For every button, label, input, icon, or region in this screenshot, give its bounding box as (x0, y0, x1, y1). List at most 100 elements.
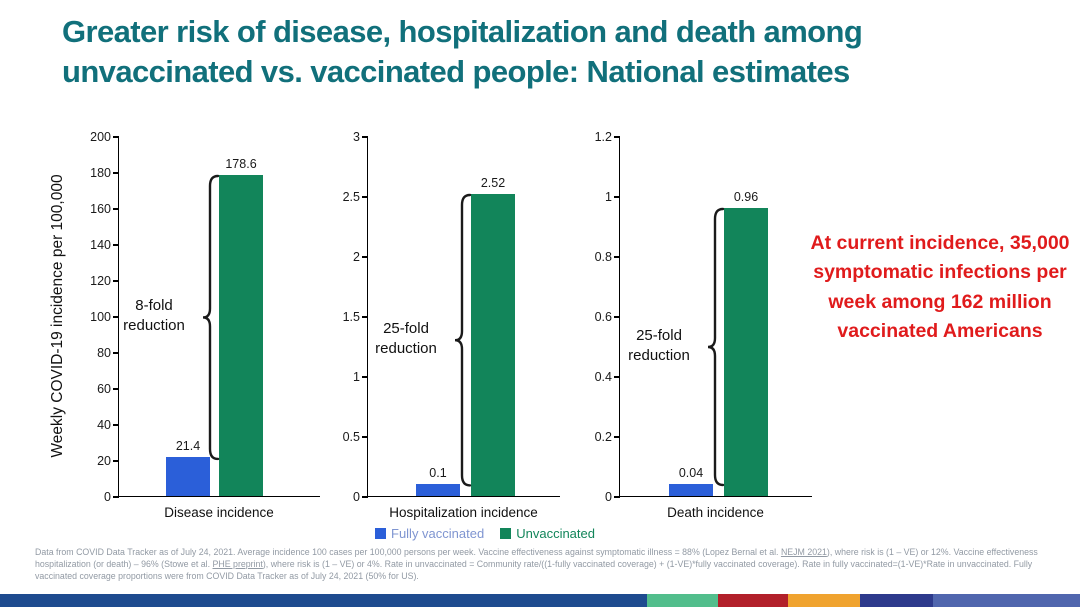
y-tick-mark (362, 256, 368, 258)
legend-label-unvaccinated: Unvaccinated (516, 526, 595, 541)
footnote-text: ), where risk is (1 – VE) or 4%. Rate in… (35, 559, 1033, 582)
y-tick-label: 140 (90, 238, 111, 252)
y-tick-label: 0 (353, 490, 360, 504)
chart-disease-incidence: 0 20 40 60 80 100 120 140 160 180 200 21.4 178.6 8-fo… (90, 130, 320, 504)
chart-legend: Fully vaccinated Unvaccinated (330, 526, 640, 541)
y-tick-mark (614, 436, 620, 438)
bar-value-label: 0.04 (678, 466, 704, 480)
y-tick-label: 180 (90, 166, 111, 180)
y-tick-mark (362, 376, 368, 378)
footnote-text: Data from COVID Data Tracker as of July … (35, 547, 781, 557)
bar-fully-vaccinated (416, 484, 460, 496)
y-tick-label: 0.2 (594, 430, 612, 444)
reduction-annotation: 25-fold reduction (375, 319, 437, 358)
chart-death-incidence: 0 0.2 0.4 0.6 0.8 1 1.2 0.04 0.96 25-fold reducti… (595, 130, 812, 504)
y-tick-label: 2 (353, 250, 360, 264)
reduction-annotation: 8-fold reduction (123, 297, 185, 335)
y-tick-mark (113, 244, 119, 246)
y-tick-mark (113, 496, 119, 498)
y-tick-mark (113, 388, 119, 390)
y-tick-mark (362, 496, 368, 498)
bar-value-label: 0.96 (733, 190, 759, 204)
y-tick-label: 1 (353, 370, 360, 384)
bar-unvaccinated (724, 208, 768, 496)
x-axis-label-hospitalization: Hospitalization incidence (389, 505, 538, 520)
page-title-line-1: Greater risk of disease, hospitalization… (62, 14, 863, 49)
legend-item-fully-vaccinated: Fully vaccinated (375, 526, 484, 541)
y-tick-mark (614, 196, 620, 198)
x-axis-label-death: Death incidence (667, 505, 764, 520)
bar-unvaccinated (219, 174, 263, 496)
bar-value-label: 21.4 (175, 439, 201, 454)
reduction-annotation: 25-fold reduction (628, 327, 690, 365)
link-nejm-2021[interactable]: NEJM 2021 (780, 547, 827, 557)
legend-label-fully-vaccinated: Fully vaccinated (391, 526, 485, 541)
footnote-text: ), where risk is (1 – VE) or 12%. Vaccin… (35, 547, 1038, 570)
y-tick-mark (113, 208, 119, 210)
strip-segment (647, 594, 718, 607)
y-tick-label: 1.5 (342, 310, 360, 324)
y-tick-mark (113, 136, 119, 138)
y-tick-label: 100 (90, 310, 111, 324)
y-tick-mark (113, 280, 119, 282)
y-tick-label: 60 (97, 382, 111, 396)
x-axis-label-disease: Disease incidence (164, 505, 274, 520)
brace-icon (707, 207, 725, 487)
y-tick-label: 40 (97, 418, 111, 432)
link-phe-preprint[interactable]: PHE preprint (212, 559, 263, 570)
unvaccinated-swatch-icon (500, 528, 512, 539)
fully-vaccinated-swatch-icon (375, 528, 386, 539)
bar-fully-vaccinated (166, 457, 210, 496)
y-tick-label: 120 (90, 274, 111, 288)
bar-value-label: 178.6 (225, 156, 257, 171)
y-tick-mark (113, 424, 119, 426)
y-tick-mark (614, 376, 620, 378)
y-tick-mark (113, 460, 119, 462)
bar-value-label: 0.1 (429, 466, 447, 480)
y-tick-mark (362, 196, 368, 198)
strip-segment (860, 594, 933, 607)
y-tick-label: 2.5 (342, 190, 360, 204)
y-tick-mark (113, 316, 119, 318)
strip-segment (933, 594, 1080, 607)
strip-segment (718, 594, 788, 607)
incidence-callout: At current incidence, 35,000 symptomatic… (810, 232, 1070, 342)
page-title: Greater risk of disease, hospitalization… (62, 12, 1042, 93)
strip-segment (788, 594, 860, 607)
y-tick-label: 0.5 (342, 430, 360, 444)
bar-value-label: 2.52 (480, 175, 506, 190)
y-tick-mark (614, 496, 620, 498)
y-tick-label: 3 (353, 130, 360, 144)
y-tick-mark (614, 256, 620, 258)
chart-hospitalization-incidence: 0 0.5 1 1.5 2 2.5 3 0.1 2.52 25-fold reduction (343, 130, 560, 504)
y-tick-label: 20 (97, 454, 111, 468)
page-title-line-2: unvaccinated vs. vaccinated people: Nati… (62, 54, 850, 90)
legend-item-unvaccinated: Unvaccinated (500, 526, 595, 541)
y-tick-label: 1.2 (594, 130, 612, 144)
footnote: Data from COVID Data Tracker as of July … (35, 546, 1047, 582)
y-tick-label: 0.8 (594, 250, 612, 264)
y-tick-mark (614, 316, 620, 318)
y-tick-mark (362, 136, 368, 138)
brace-icon (202, 174, 220, 460)
bar-unvaccinated (471, 193, 515, 496)
y-tick-mark (113, 172, 119, 174)
y-tick-mark (362, 316, 368, 318)
brace-icon (454, 193, 472, 487)
y-tick-label: 0.4 (594, 370, 612, 384)
y-tick-label: 0 (104, 490, 111, 504)
y-tick-mark (113, 352, 119, 354)
y-tick-label: 0 (605, 490, 612, 504)
y-tick-mark (362, 436, 368, 438)
y-tick-label: 1 (605, 190, 612, 204)
y-tick-mark (614, 136, 620, 138)
y-tick-label: 0.6 (594, 310, 612, 324)
footer-color-strip (0, 594, 1080, 607)
y-axis-title: Weekly COVID-19 incidence per 100,000 (49, 174, 66, 458)
y-tick-label: 160 (90, 202, 111, 216)
strip-segment (0, 594, 647, 607)
y-tick-label: 200 (90, 130, 111, 144)
bar-fully-vaccinated (669, 484, 713, 496)
y-tick-label: 80 (97, 346, 111, 360)
